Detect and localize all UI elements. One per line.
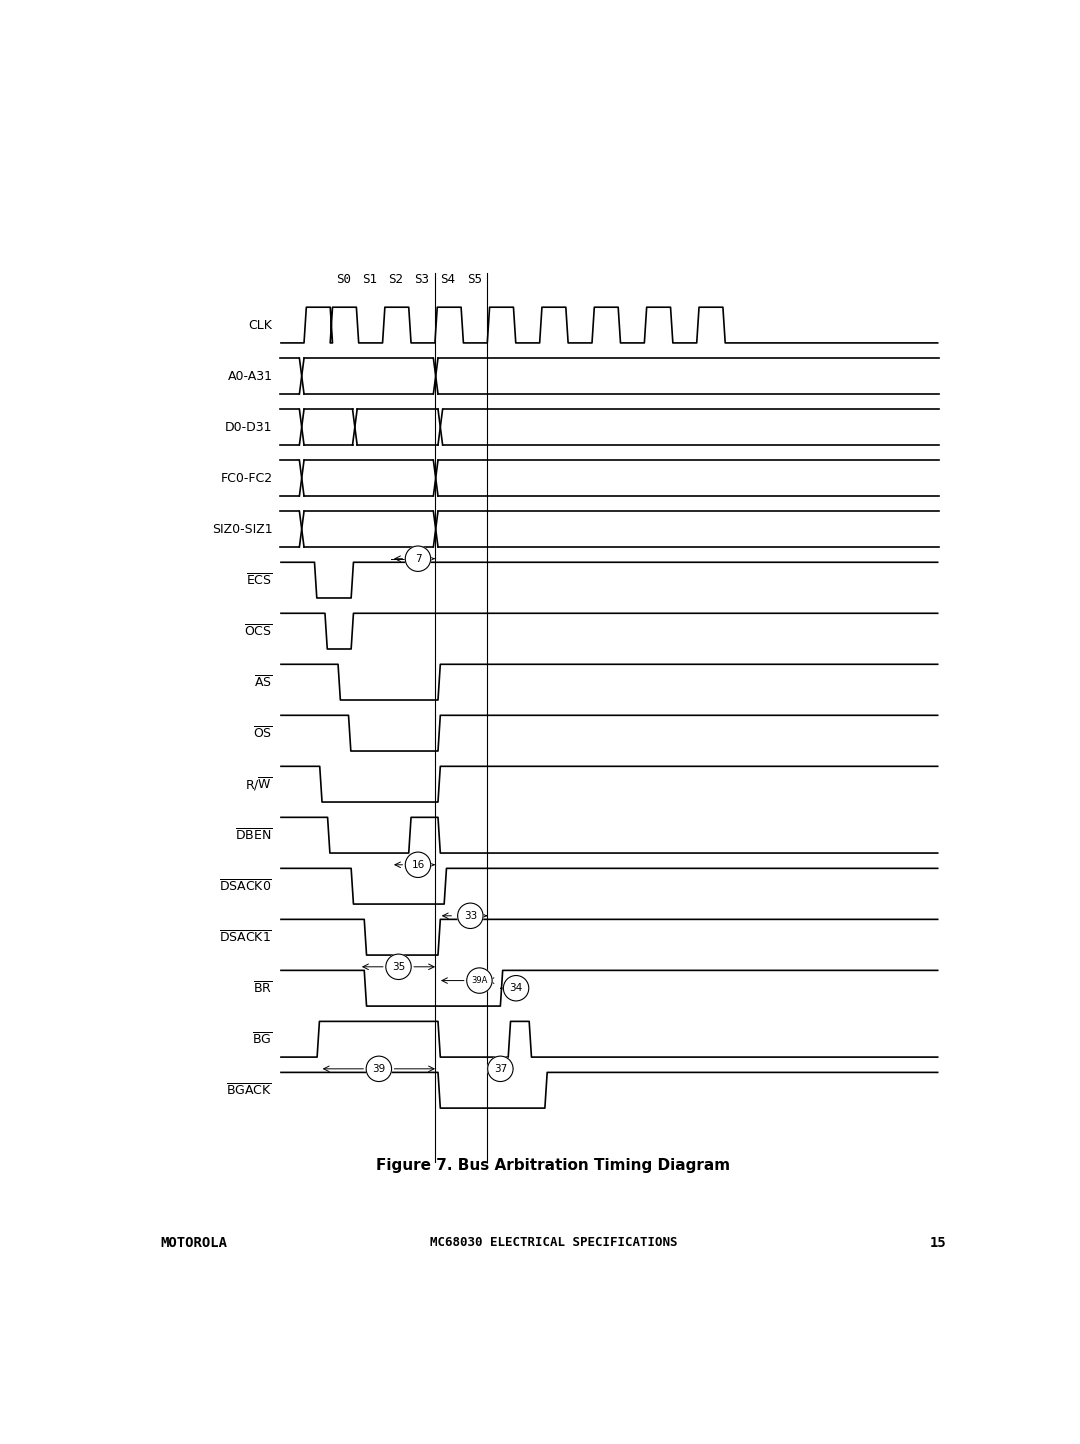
Text: $\overline{\rm OS}$: $\overline{\rm OS}$ bbox=[253, 725, 272, 741]
Text: Figure 7. Bus Arbitration Timing Diagram: Figure 7. Bus Arbitration Timing Diagram bbox=[377, 1158, 730, 1174]
Circle shape bbox=[488, 1056, 513, 1082]
Text: $\overline{\rm BR}$: $\overline{\rm BR}$ bbox=[253, 980, 272, 996]
Text: 16: 16 bbox=[411, 859, 424, 869]
Text: 34: 34 bbox=[510, 983, 523, 993]
Circle shape bbox=[503, 976, 529, 1001]
Circle shape bbox=[405, 546, 431, 572]
Text: CLK: CLK bbox=[248, 319, 272, 332]
Text: 15: 15 bbox=[930, 1236, 946, 1251]
Text: 7: 7 bbox=[415, 553, 421, 563]
Circle shape bbox=[366, 1056, 392, 1082]
Circle shape bbox=[405, 852, 431, 878]
Text: S3: S3 bbox=[415, 273, 430, 286]
Circle shape bbox=[386, 954, 411, 979]
Text: $\overline{\rm DSACK0}$: $\overline{\rm DSACK0}$ bbox=[219, 878, 272, 894]
Text: S2: S2 bbox=[388, 273, 403, 286]
Text: MC68030 ELECTRICAL SPECIFICATIONS: MC68030 ELECTRICAL SPECIFICATIONS bbox=[430, 1236, 677, 1249]
Text: S4: S4 bbox=[441, 273, 456, 286]
Text: A0-A31: A0-A31 bbox=[228, 370, 272, 383]
Text: S5: S5 bbox=[467, 273, 482, 286]
Circle shape bbox=[467, 967, 492, 993]
Text: SIZ0-SIZ1: SIZ0-SIZ1 bbox=[212, 523, 272, 536]
Text: D0-D31: D0-D31 bbox=[225, 420, 272, 433]
Text: $\overline{\rm OCS}$: $\overline{\rm OCS}$ bbox=[244, 624, 272, 638]
Text: 39A: 39A bbox=[471, 976, 487, 985]
Text: $\overline{\rm BG}$: $\overline{\rm BG}$ bbox=[253, 1031, 272, 1047]
Text: 39: 39 bbox=[373, 1064, 386, 1074]
Text: $\overline{\rm AS}$: $\overline{\rm AS}$ bbox=[254, 674, 272, 690]
Text: $\overline{\rm DBEN}$: $\overline{\rm DBEN}$ bbox=[235, 827, 272, 843]
Text: R/$\overline{\rm W}$: R/$\overline{\rm W}$ bbox=[245, 775, 272, 793]
Text: MOTOROLA: MOTOROLA bbox=[161, 1236, 228, 1251]
Circle shape bbox=[458, 902, 483, 928]
Text: S1: S1 bbox=[362, 273, 377, 286]
Text: 35: 35 bbox=[392, 962, 405, 972]
Text: $\overline{\rm BGACK}$: $\overline{\rm BGACK}$ bbox=[227, 1083, 272, 1097]
Text: 33: 33 bbox=[463, 911, 477, 921]
Text: S0: S0 bbox=[336, 273, 351, 286]
Text: 37: 37 bbox=[494, 1064, 507, 1074]
Text: FC0-FC2: FC0-FC2 bbox=[220, 472, 272, 485]
Text: $\overline{\rm DSACK1}$: $\overline{\rm DSACK1}$ bbox=[219, 930, 272, 944]
Text: $\overline{\rm ECS}$: $\overline{\rm ECS}$ bbox=[246, 572, 272, 588]
